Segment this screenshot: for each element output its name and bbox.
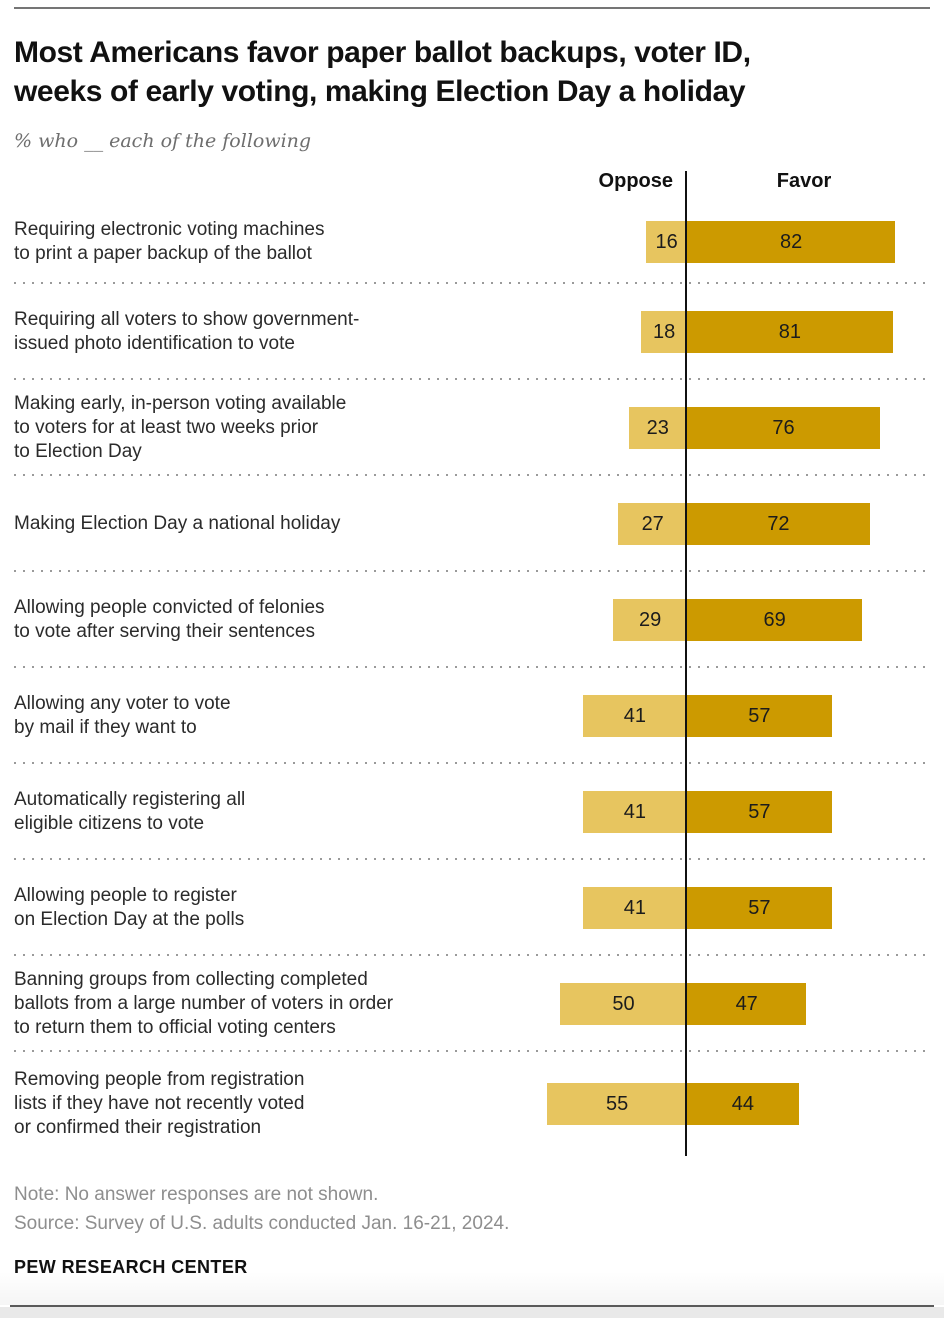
oppose-bar: 16 <box>646 221 687 263</box>
oppose-bar: 41 <box>582 695 687 737</box>
oppose-value: 41 <box>623 800 647 823</box>
chart-column-headers: Oppose Favor <box>14 166 930 200</box>
chart-row: Banning groups from collecting completed… <box>14 956 930 1052</box>
chart-row: Allowing people convicted of felonies to… <box>14 572 930 668</box>
favor-value: 44 <box>731 1092 754 1115</box>
favor-bar: 57 <box>687 695 832 737</box>
chart-row: Automatically registering all eligible c… <box>14 764 930 860</box>
oppose-value: 23 <box>646 416 669 439</box>
category-label: Allowing people to register on Election … <box>14 884 245 930</box>
top-rule <box>14 7 930 9</box>
oppose-bar: 41 <box>582 791 687 833</box>
oppose-bar: 23 <box>628 407 687 449</box>
favor-bar: 57 <box>687 887 832 929</box>
diverging-bar-chart: Oppose Favor Requiring electronic voting… <box>14 166 930 1156</box>
favor-value: 47 <box>735 992 758 1015</box>
oppose-bar: 55 <box>547 1083 687 1125</box>
zero-axis-line <box>685 171 687 1156</box>
favor-bar: 82 <box>687 221 896 263</box>
bottom-fade <box>0 1271 944 1305</box>
favor-column-header: Favor <box>776 170 832 192</box>
chart-row: Making early, in-person voting available… <box>14 380 930 476</box>
category-label: Making early, in-person voting available… <box>14 392 347 463</box>
bottom-rule <box>10 1305 934 1307</box>
favor-value: 57 <box>748 896 771 919</box>
oppose-value: 55 <box>606 1092 629 1115</box>
chart-row: Allowing people to register on Election … <box>14 860 930 956</box>
favor-bar: 57 <box>687 791 832 833</box>
favor-bar: 72 <box>687 503 870 545</box>
brand-label: PEW RESEARCH CENTER <box>14 1256 248 1277</box>
favor-bar: 76 <box>687 407 881 449</box>
chart-source: Source: Survey of U.S. adults conducted … <box>14 1213 510 1235</box>
oppose-bar: 41 <box>582 887 687 929</box>
favor-value: 82 <box>780 230 803 253</box>
oppose-value: 50 <box>612 992 635 1015</box>
oppose-value: 18 <box>653 320 676 343</box>
category-label: Removing people from registration lists … <box>14 1068 305 1139</box>
favor-bar: 47 <box>687 983 807 1025</box>
favor-bar: 44 <box>687 1083 799 1125</box>
favor-value: 57 <box>748 704 771 727</box>
favor-value: 72 <box>767 512 790 535</box>
page-title: Most Americans favor paper ballot backup… <box>14 36 751 108</box>
oppose-column-header: Oppose <box>598 170 673 192</box>
oppose-value: 41 <box>623 896 647 919</box>
category-label: Automatically registering all eligible c… <box>14 788 246 834</box>
favor-bar: 81 <box>687 311 893 353</box>
oppose-bar: 27 <box>618 503 687 545</box>
category-label: Making Election Day a national holiday <box>14 512 341 534</box>
category-label: Requiring all voters to show government-… <box>14 308 360 354</box>
oppose-value: 29 <box>639 608 662 631</box>
oppose-bar: 18 <box>641 311 687 353</box>
oppose-value: 27 <box>641 512 664 535</box>
chart-subtitle: % who __ each of the following <box>14 130 312 152</box>
favor-value: 57 <box>748 800 771 823</box>
chart-note: Note: No answer responses are not shown. <box>14 1184 379 1205</box>
chart-row: Allowing any voter to vote by mail if th… <box>14 668 930 764</box>
chart-rows: Requiring electronic voting machines to … <box>14 200 930 1156</box>
category-label: Banning groups from collecting completed… <box>14 968 394 1039</box>
favor-bar: 69 <box>687 599 863 641</box>
category-label: Allowing people convicted of felonies to… <box>14 596 325 642</box>
oppose-value: 16 <box>655 230 678 253</box>
chart-row: Requiring electronic voting machines to … <box>14 200 930 284</box>
favor-value: 81 <box>778 320 801 343</box>
category-label: Allowing any voter to vote by mail if th… <box>14 692 231 738</box>
chart-row: Requiring all voters to show government-… <box>14 284 930 380</box>
oppose-bar: 29 <box>613 599 687 641</box>
favor-value: 76 <box>772 416 795 439</box>
bottom-shade <box>0 1307 944 1318</box>
category-label: Requiring electronic voting machines to … <box>14 218 325 264</box>
chart-row: Removing people from registration lists … <box>14 1052 930 1156</box>
chart-row: Making Election Day a national holiday 27… <box>14 476 930 572</box>
oppose-value: 41 <box>623 704 647 727</box>
oppose-bar: 50 <box>560 983 687 1025</box>
favor-value: 69 <box>763 608 786 631</box>
